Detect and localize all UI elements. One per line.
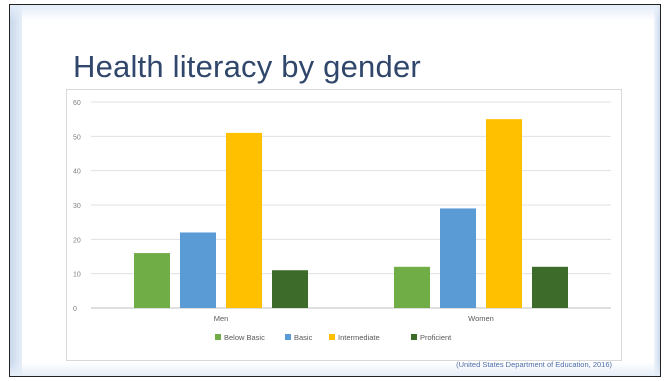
legend-label: Proficient	[420, 333, 452, 342]
bar	[134, 253, 170, 308]
bar	[532, 266, 568, 308]
legend-swatch	[329, 334, 335, 340]
legend-label: Basic	[294, 333, 313, 342]
bar	[272, 270, 308, 308]
y-tick-label: 50	[73, 134, 81, 141]
legend-label: Below Basic	[224, 333, 265, 342]
bar	[226, 132, 262, 308]
slide-frame: Health literacy by gender 0 10 20 30 40 50 60 M…	[9, 4, 661, 377]
slide-title: Health literacy by gender	[73, 49, 421, 84]
legend-swatch	[411, 334, 417, 340]
legend-label: Intermediate	[338, 333, 380, 342]
bar	[394, 266, 430, 308]
bar	[440, 208, 476, 308]
y-tick-label: 10	[73, 272, 81, 279]
y-tick-label: 40	[73, 169, 81, 176]
y-tick-label: 0	[73, 306, 77, 313]
y-tick-label: 60	[73, 100, 81, 107]
x-category-label: Men	[214, 314, 229, 323]
slide-bottom-decoration	[10, 362, 660, 376]
y-tick-label: 20	[73, 237, 81, 244]
chart-area: 0 10 20 30 40 50 60 Men Women Below Basic Basic Int…	[66, 89, 622, 361]
source-citation: (United States Department of Education, …	[456, 360, 612, 369]
slide-right-decoration	[654, 5, 660, 376]
bar	[180, 232, 216, 308]
bar	[486, 119, 522, 309]
bar-chart: 0 10 20 30 40 50 60 Men Women Below Basic Basic Int…	[73, 100, 611, 342]
legend-swatch	[285, 334, 291, 340]
y-tick-label: 30	[73, 203, 81, 210]
x-category-label: Women	[468, 314, 494, 323]
slide-left-decoration	[10, 5, 22, 376]
slide-top-decoration	[10, 5, 660, 21]
legend-swatch	[215, 334, 221, 340]
